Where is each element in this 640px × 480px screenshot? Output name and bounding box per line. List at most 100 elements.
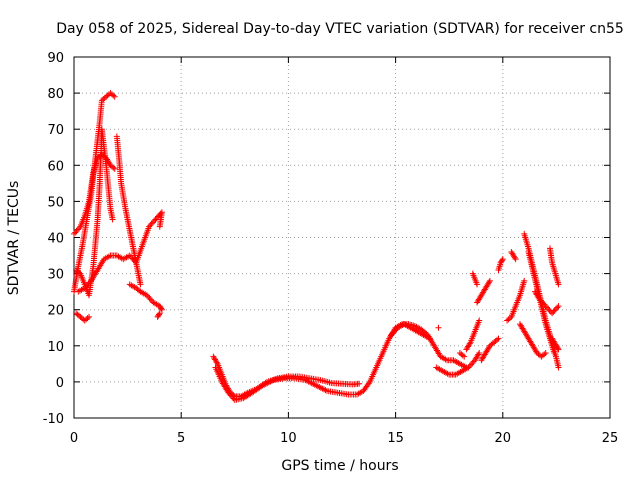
data-point (537, 297, 544, 304)
data-point (392, 327, 399, 334)
data-point (475, 351, 482, 358)
data-point (469, 360, 476, 367)
data-point (86, 313, 93, 320)
data-point (147, 222, 154, 229)
data-point (550, 308, 557, 315)
data-point (146, 295, 153, 302)
gridlines (74, 57, 610, 418)
y-tick-label: 60 (47, 159, 64, 174)
data-point (551, 307, 558, 314)
data-point (109, 216, 116, 223)
data-point (155, 213, 162, 220)
y-tick-label: 90 (47, 51, 64, 66)
data-point (476, 317, 483, 324)
data-point (521, 277, 528, 284)
y-tick-label: 70 (47, 123, 64, 138)
series-s2 (71, 151, 118, 237)
data-point (76, 269, 83, 276)
chart-title: Day 058 of 2025, Sidereal Day-to-day VTE… (56, 21, 624, 37)
x-tick-label: 5 (177, 431, 185, 446)
data-point (542, 303, 549, 310)
data-point (456, 350, 463, 357)
series-s27 (456, 350, 468, 360)
data-point (152, 216, 159, 223)
data-point (73, 228, 80, 235)
data-point (499, 256, 506, 263)
data-point (426, 335, 433, 342)
data-point (143, 292, 150, 299)
data-point (554, 345, 561, 352)
data-point (111, 165, 118, 172)
data-point (486, 279, 493, 286)
data-point (435, 324, 442, 331)
y-axis: -10 0 10 20 30 40 50 60 70 80 90 (43, 51, 610, 427)
data-point (474, 281, 481, 288)
x-tick-label: 20 (495, 431, 512, 446)
data-point (466, 340, 473, 347)
data-point (213, 359, 220, 366)
data-point (555, 364, 562, 371)
series-s12 (433, 350, 483, 378)
series-s15 (474, 277, 493, 306)
data-point (356, 380, 363, 387)
data-point (229, 394, 236, 401)
data-point (225, 389, 232, 396)
x-axis: 0 5 10 15 20 25 (70, 57, 618, 446)
data-point (76, 225, 83, 232)
data-point (476, 350, 483, 357)
series-s13 (463, 317, 483, 353)
data-point (466, 363, 473, 370)
y-tick-label: 30 (47, 268, 64, 283)
data-point (149, 219, 156, 226)
data-point (136, 287, 143, 294)
data-point (555, 303, 562, 310)
data-point (227, 392, 234, 399)
series-s24 (531, 288, 562, 317)
data-point (541, 301, 548, 308)
data-point (145, 293, 152, 300)
data-point (458, 351, 465, 358)
data-point (388, 331, 395, 338)
data-point (390, 329, 397, 336)
data-point (110, 164, 117, 171)
data-point (552, 305, 559, 312)
y-tick-label: 0 (56, 376, 64, 391)
x-tick-label: 0 (70, 431, 78, 446)
series-s5 (113, 133, 144, 288)
data-point (226, 391, 233, 398)
y-tick-label: -10 (43, 412, 64, 427)
y-tick-label: 20 (47, 304, 64, 319)
series-s7 (73, 310, 93, 324)
data-point (230, 395, 237, 402)
data-point (549, 310, 556, 317)
data-point (554, 304, 561, 311)
y-tick-label: 80 (47, 87, 64, 102)
y-tick-label: 10 (47, 340, 64, 355)
data-point (156, 310, 163, 317)
data-point (158, 305, 165, 312)
y-axis-label: SDTVAR / TECUs (6, 181, 22, 296)
data-points (71, 90, 562, 403)
data-point (551, 350, 558, 357)
data-point (71, 230, 77, 237)
y-tick-label: 40 (47, 232, 64, 247)
series-s6 (126, 281, 165, 313)
data-point (545, 305, 552, 312)
series-s4 (73, 126, 116, 299)
data-point (468, 361, 475, 368)
data-point (389, 330, 396, 337)
data-point (541, 351, 548, 358)
data-point (465, 364, 472, 371)
data-point (512, 256, 519, 263)
series-s8 (154, 310, 163, 320)
series-s23 (546, 245, 562, 288)
series-s11 (388, 321, 433, 342)
data-point (110, 92, 117, 99)
x-axis-label: GPS time / hours (281, 458, 398, 474)
data-point (543, 304, 550, 311)
data-point (540, 300, 547, 307)
data-point (126, 252, 133, 259)
data-point (84, 315, 91, 322)
data-point (74, 226, 81, 233)
